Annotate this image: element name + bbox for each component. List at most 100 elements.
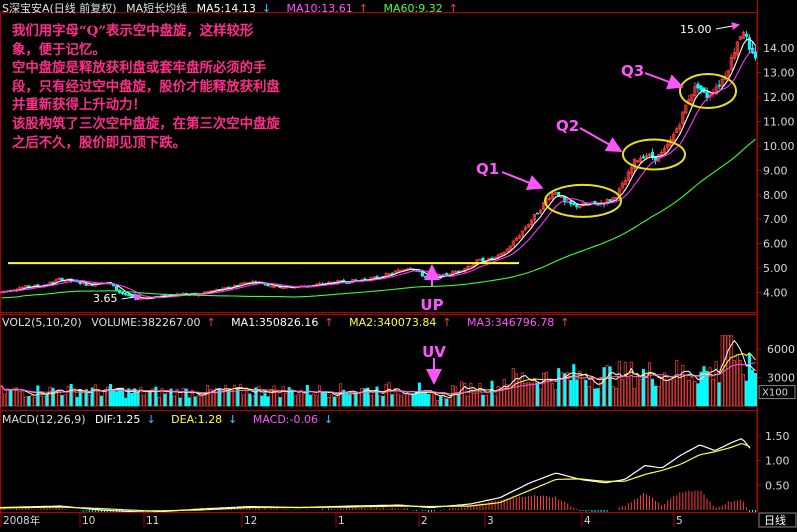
volume-bar (333, 396, 337, 407)
volume-bar (284, 393, 288, 407)
volume-bar (714, 361, 718, 407)
volume-bar (657, 385, 661, 407)
volume-bar (133, 388, 137, 407)
volume-bar (593, 388, 597, 407)
note-line: 并重新获得上升动力！ (12, 97, 146, 114)
stock-title: S深宝安A(日线 前复权) (2, 2, 117, 15)
volume-bar (484, 395, 488, 407)
volume-bar (348, 394, 352, 407)
up-arrow-icon: ↑ (448, 2, 458, 15)
volume-bar (51, 387, 55, 407)
volume-bar (242, 394, 246, 407)
candle-body (205, 291, 209, 294)
up-arrow-icon: ↑ (206, 316, 216, 329)
q2-ellipse (622, 138, 686, 171)
candle-body (638, 157, 642, 163)
volume-bar (651, 378, 655, 407)
candle-body (663, 147, 667, 154)
time-axis-bg (0, 512, 757, 528)
volume-bar (542, 373, 546, 407)
volume-bar (45, 394, 49, 407)
volume-bar (251, 395, 255, 407)
volume-bar (672, 379, 676, 407)
volume-bar (538, 388, 542, 407)
up-arrow-icon: ↑ (442, 316, 452, 329)
volume-bar (708, 367, 712, 407)
candle-body (608, 199, 612, 202)
volume-bar (296, 393, 300, 407)
volume-value: VOLUME:382267.00 ↑ (91, 316, 221, 329)
volume-bar (687, 380, 691, 407)
volume-bar (620, 379, 624, 407)
volume-bar (112, 389, 116, 407)
candle-body (672, 133, 676, 141)
volume-bar (596, 388, 600, 407)
q1-arrow (501, 171, 544, 191)
candle-body (505, 248, 509, 253)
volume-bar (33, 396, 37, 407)
candle-body (57, 278, 61, 280)
volume-bar (439, 396, 443, 407)
candle-body (717, 84, 721, 87)
volume-bar (744, 380, 748, 407)
volume-bar (381, 395, 385, 407)
volume-bar (699, 371, 703, 407)
volume-bar (436, 400, 440, 407)
volume-bar (402, 393, 406, 407)
volume-bar (457, 394, 461, 407)
time-axis-label: 11 (146, 515, 159, 527)
candle-body (269, 285, 273, 288)
volume-bar (105, 386, 109, 407)
volume-bar (454, 386, 458, 407)
candle-body (744, 33, 748, 37)
candle-body (502, 252, 506, 255)
candle-body (520, 230, 524, 236)
volume-bar (127, 388, 131, 407)
price-tick-label: 6.00 (763, 238, 788, 251)
price-tick-label: 7.00 (763, 213, 788, 226)
ma10-value: MA10:13.61 ↑ (287, 2, 374, 15)
volume-bar (230, 390, 234, 407)
candle-body (272, 286, 276, 288)
candle-body (551, 193, 555, 200)
volume-bar (426, 394, 430, 407)
candle-body (372, 276, 376, 279)
volume-bar (638, 379, 642, 407)
volume-bar (466, 396, 470, 407)
volume-bar (569, 380, 573, 407)
volume-bar (145, 392, 149, 407)
candle-body (720, 78, 724, 87)
volume-bar (324, 391, 328, 407)
volume-bar (750, 369, 754, 407)
candle-body (635, 160, 639, 163)
volume-bar (608, 366, 612, 407)
volume-bar (342, 389, 346, 407)
vol-ma3-value: MA3:346796.78 ↑ (467, 316, 575, 329)
volume-bar (532, 378, 536, 407)
candle-body (514, 237, 518, 241)
volume-bar (572, 364, 576, 407)
volume-bar (423, 391, 427, 407)
volume-bar (36, 385, 40, 407)
volume-bar (151, 388, 155, 407)
volume-bar (205, 385, 209, 407)
volume-bar (75, 397, 79, 407)
candle-body (678, 124, 682, 130)
note-line: 空中盘旋是释放获利盘或套牢盘所必须的手 (12, 60, 267, 77)
time-axis-label: 3 (487, 515, 494, 527)
macd-text: MACD:-0.06 (252, 413, 318, 426)
volume-bar (221, 390, 225, 407)
up-arrow-icon: ↑ (358, 2, 368, 15)
low-price-label: 3.65 (93, 292, 118, 305)
volume-bar (557, 368, 561, 407)
volume-bar (578, 370, 582, 407)
volume-bar (211, 389, 215, 407)
volume-bar (290, 389, 294, 407)
candle-body (729, 56, 733, 71)
volume-bar (142, 395, 146, 407)
volume-bar (345, 391, 349, 407)
price-tick-label: 13.00 (763, 67, 795, 80)
dif-value: DIF:1.25 ↓ (95, 413, 162, 426)
volume-bar (681, 365, 685, 407)
